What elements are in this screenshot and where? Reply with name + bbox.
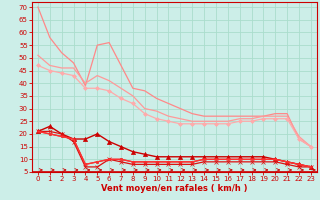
X-axis label: Vent moyen/en rafales ( km/h ): Vent moyen/en rafales ( km/h ): [101, 184, 248, 193]
